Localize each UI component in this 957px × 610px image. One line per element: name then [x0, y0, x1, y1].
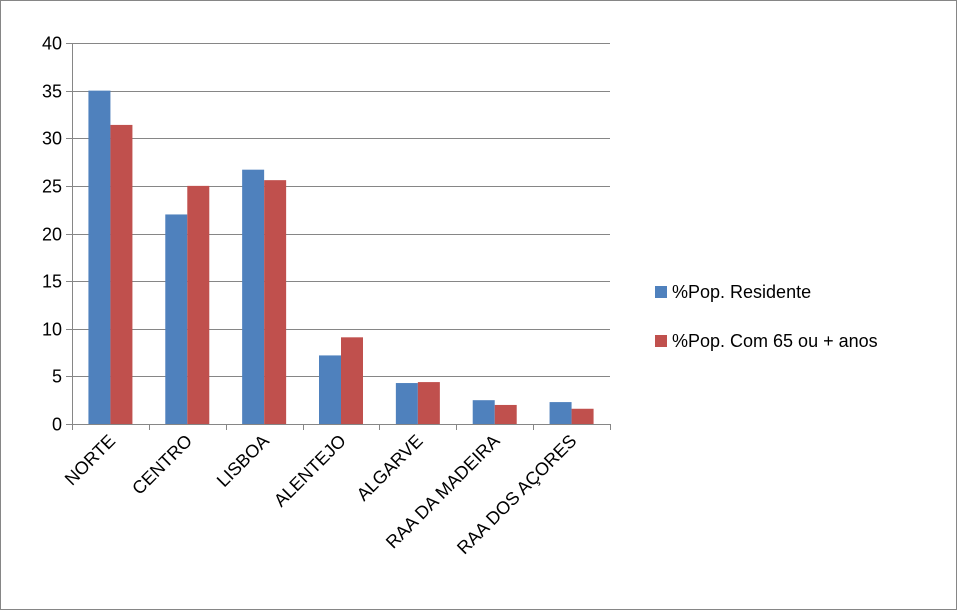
bar-1-raa-dos-a-ores [549, 402, 572, 424]
legend-label-1: %Pop. Residente [672, 282, 811, 302]
y-tick-label-0: 0 [52, 415, 62, 435]
y-tick-label-15: 15 [42, 272, 62, 292]
bar-1-alentejo [319, 355, 341, 424]
y-tick-label-10: 10 [42, 320, 62, 340]
bar-1-raa-da-madeira [472, 400, 495, 424]
bar-2-alentejo [341, 337, 363, 424]
bar-2-raa-dos-a-ores [571, 408, 594, 424]
y-tick-label-20: 20 [42, 225, 62, 245]
y-tick-label-25: 25 [42, 177, 62, 197]
bar-2-centro [187, 185, 210, 424]
bar-2-algarve [417, 382, 440, 424]
bar-1-norte [88, 90, 111, 424]
bar-1-algarve [395, 383, 418, 424]
bar-2-raa-da-madeira [494, 404, 517, 424]
legend: %Pop. Residente %Pop. Com 65 ou + anos [655, 282, 878, 351]
bar-2-lisboa [264, 180, 287, 424]
y-tick-labels: 0 5 10 15 20 25 30 35 40 [42, 34, 62, 435]
bar-1-centro [165, 214, 188, 424]
y-tick-label-30: 30 [42, 129, 62, 149]
bar-2-norte [110, 124, 133, 424]
y-tick-label-35: 35 [42, 82, 62, 102]
gridlines [72, 43, 610, 377]
legend-label-2: %Pop. Com 65 ou + anos [672, 331, 878, 351]
axes [66, 43, 611, 430]
bar-1-lisboa [242, 169, 265, 424]
legend-swatch-2 [655, 335, 667, 347]
bars [88, 90, 594, 424]
y-tick-label-40: 40 [42, 34, 62, 54]
legend-swatch-1 [655, 286, 667, 298]
y-tick-label-5: 5 [52, 367, 62, 387]
